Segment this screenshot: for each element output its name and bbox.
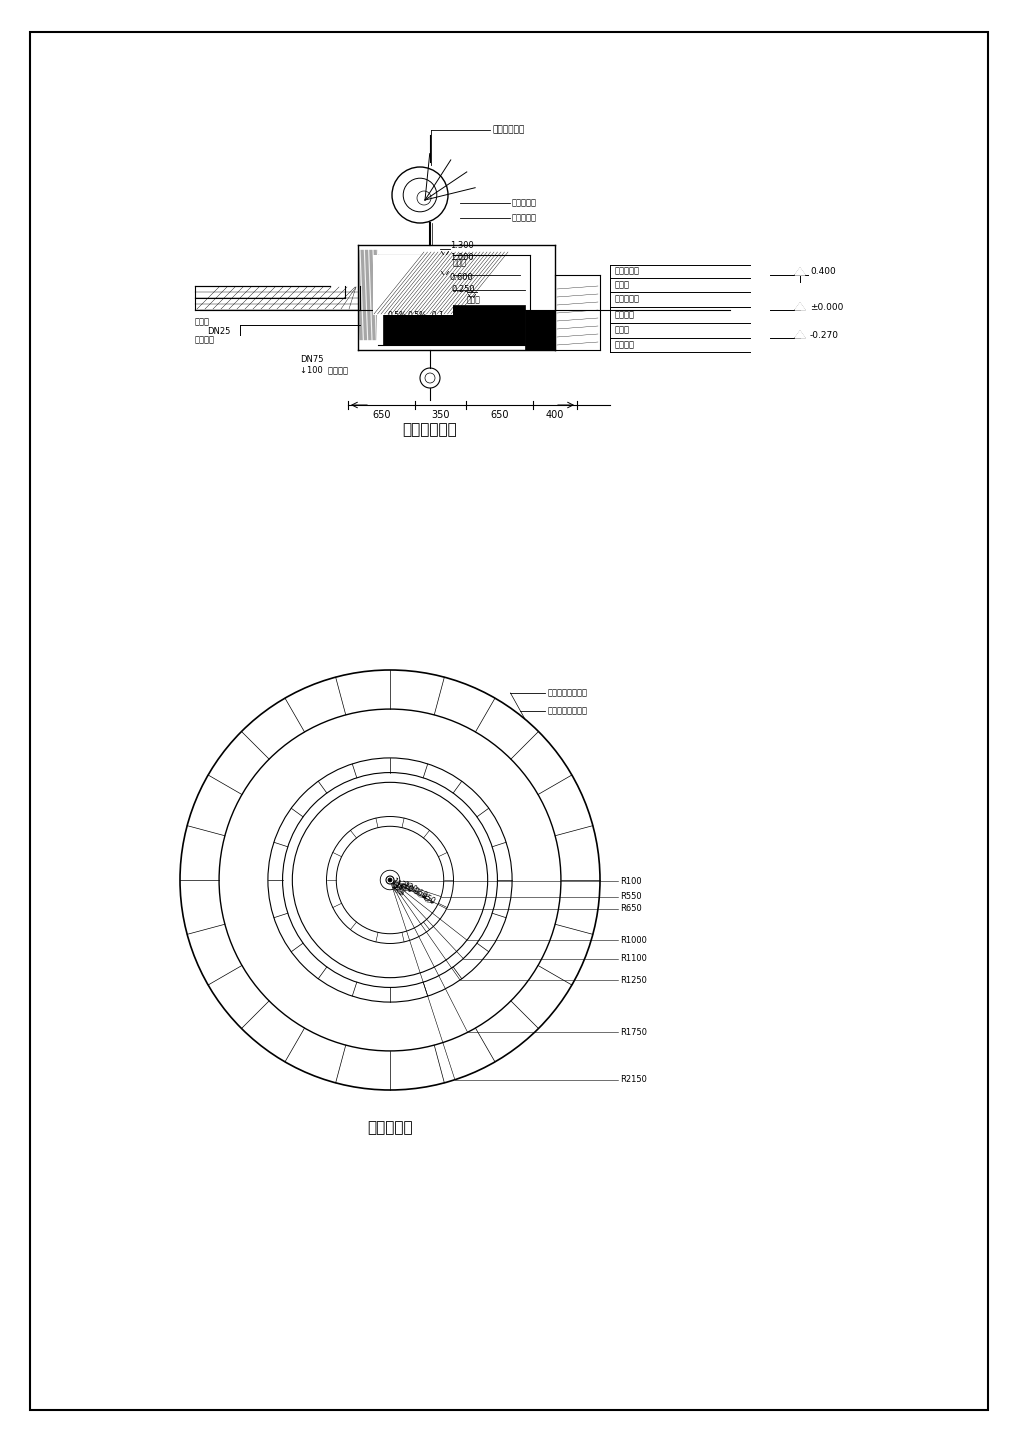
Text: 五瓣红光西花岗岩: 五瓣红光西花岗岩 xyxy=(547,688,587,697)
Text: 砂浆层: 砂浆层 xyxy=(614,325,630,334)
Text: 400: 400 xyxy=(545,410,564,420)
Bar xyxy=(382,305,525,346)
Text: R2150: R2150 xyxy=(620,1076,646,1084)
Text: 0.5%: 0.5% xyxy=(408,311,427,321)
Polygon shape xyxy=(794,302,804,310)
Text: R550: R550 xyxy=(620,893,641,901)
Circle shape xyxy=(385,876,393,884)
Text: 230: 230 xyxy=(401,881,418,896)
Polygon shape xyxy=(794,331,804,338)
Text: 1.300: 1.300 xyxy=(449,240,473,249)
Text: 0.5%: 0.5% xyxy=(387,311,407,321)
Text: DN25: DN25 xyxy=(207,327,230,337)
Text: R1000: R1000 xyxy=(620,936,646,945)
Text: ±0.000: ±0.000 xyxy=(809,302,843,311)
Text: 210: 210 xyxy=(396,880,414,896)
Text: 115: 115 xyxy=(388,877,405,893)
Bar xyxy=(525,310,554,350)
Polygon shape xyxy=(794,268,804,275)
Text: 350: 350 xyxy=(431,410,449,420)
Text: R1100: R1100 xyxy=(620,955,646,963)
Text: 毛面花岗岩: 毛面花岗岩 xyxy=(512,213,536,223)
Text: 1.000: 1.000 xyxy=(449,253,473,262)
Text: 0.600: 0.600 xyxy=(449,274,473,282)
Text: 光面花岗岩: 光面花岗岩 xyxy=(614,266,639,275)
Text: 海螺喷泉雕塑: 海螺喷泉雕塑 xyxy=(492,125,525,134)
Text: 钢筋混凝土: 钢筋混凝土 xyxy=(614,295,639,304)
Text: 五瓣红毛面铺侧米: 五瓣红毛面铺侧米 xyxy=(547,707,587,716)
Text: DN75: DN75 xyxy=(300,356,323,364)
Text: R100: R100 xyxy=(620,877,641,886)
Text: R1250: R1250 xyxy=(620,975,646,985)
Text: -0.1: -0.1 xyxy=(430,311,444,321)
Text: R1750: R1750 xyxy=(620,1028,646,1037)
Text: 碎石垫层: 碎石垫层 xyxy=(614,340,635,350)
Text: -0.270: -0.270 xyxy=(809,331,839,340)
Text: 650: 650 xyxy=(490,410,508,420)
Circle shape xyxy=(387,878,391,881)
Text: 366: 366 xyxy=(412,887,429,901)
Text: 新水管: 新水管 xyxy=(195,317,210,327)
Bar xyxy=(373,255,452,315)
Text: 喷泉平面图: 喷泉平面图 xyxy=(367,1120,413,1136)
Text: 水下灯: 水下灯 xyxy=(467,295,480,304)
Text: 循环水管: 循环水管 xyxy=(195,336,215,344)
Text: 450: 450 xyxy=(419,891,436,907)
Text: 路面铺装: 路面铺装 xyxy=(614,311,635,320)
Text: 水下灯: 水下灯 xyxy=(452,259,467,268)
Text: 650: 650 xyxy=(372,410,390,420)
Text: 0.250: 0.250 xyxy=(451,285,475,295)
Text: R650: R650 xyxy=(620,904,641,913)
Text: 0.400: 0.400 xyxy=(809,268,835,276)
Text: 光面花岗岩: 光面花岗岩 xyxy=(512,199,536,207)
Text: ↓100  排污水管: ↓100 排污水管 xyxy=(300,366,347,374)
Text: 砂浆层: 砂浆层 xyxy=(614,281,630,289)
Text: 125: 125 xyxy=(389,881,406,899)
Text: 喷泉剖立面图: 喷泉剖立面图 xyxy=(403,422,457,438)
